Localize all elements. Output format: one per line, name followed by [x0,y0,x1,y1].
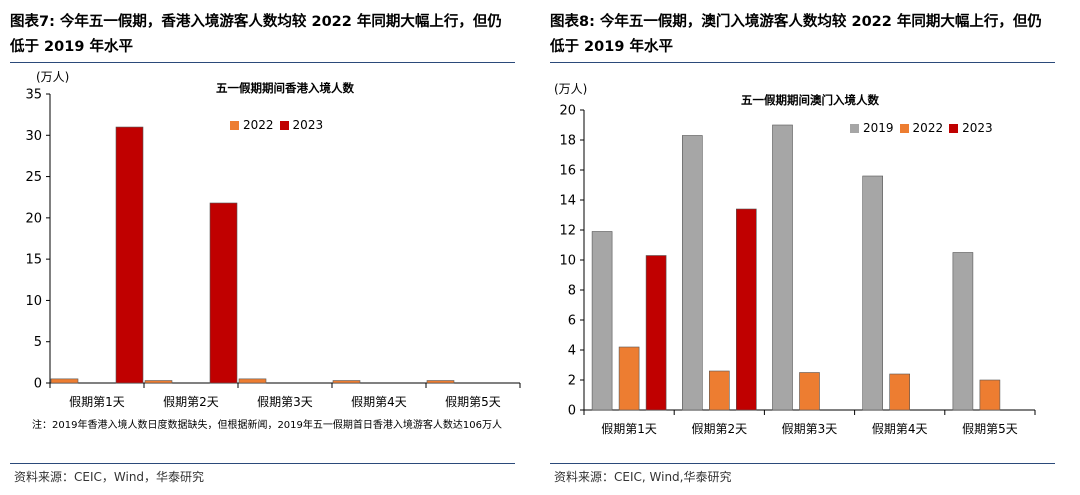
bar-2022-2 [144,380,173,384]
legend-label-2023: 2023 [292,118,324,132]
bar-2022-4 [332,380,361,384]
x-tick-label: 假期第5天 [445,395,501,409]
bar-2022-2 [709,370,730,411]
y-tick-label: 12 [559,224,576,239]
y-tick-label: 5 [34,335,42,350]
mo-legend-2019: 2019 [850,121,894,135]
y-tick-label: 14 [559,194,576,209]
legend-label-2022: 2022 [912,121,944,135]
y-tick-label: 8 [568,284,576,299]
y-tick-label: 15 [25,253,42,268]
bar-2022-1 [50,378,79,384]
x-tick-label: 假期第2天 [163,395,219,409]
y-tick-label: 6 [568,314,576,329]
y-tick-label: 4 [568,344,576,359]
y-tick-label: 20 [25,211,42,226]
hk-legend-2022: 2022 [230,118,274,132]
hk-unit-label: (万人) [36,70,70,84]
mo-title-rule [550,62,1055,63]
y-tick-label: 0 [568,404,576,419]
x-tick-label: 假期第3天 [782,422,838,436]
swatch-2019-icon [850,123,859,133]
hk-legend: 2022 2023 [230,118,323,132]
bar-2019-5 [952,252,974,411]
swatch-2023-icon [279,120,289,130]
mo-legend-2022: 2022 [899,121,944,135]
bar-2022-3 [799,372,820,411]
legend-label-2022: 2022 [243,118,274,132]
bar-2022-1 [618,346,640,411]
bar-2019-3 [772,124,793,411]
bar-2023-1 [645,255,667,411]
y-tick-label: 25 [25,170,42,185]
y-tick-label: 16 [559,164,576,179]
hk-figure-title: 图表7: 今年五一假期，香港入境游客人数均较 2022 年同期大幅上行，但仍低于… [10,14,502,55]
legend-label-2023: 2023 [962,121,993,135]
hk-figure-panel: 图表7: 今年五一假期，香港入境游客人数均较 2022 年同期大幅上行，但仍低于… [0,0,530,495]
legend-label-2019: 2019 [863,121,894,135]
swatch-2022-icon [899,123,909,133]
x-tick-label: 假期第3天 [257,395,313,409]
swatch-2022-icon [230,120,239,130]
mo-legend: 2019 2022 2023 [850,121,993,135]
y-tick-label: 18 [559,134,576,149]
bar-2022-3 [238,378,267,384]
bar-2022-5 [426,380,455,384]
y-tick-label: 30 [25,129,42,144]
x-tick-label: 假期第2天 [691,422,747,436]
x-tick-label: 假期第1天 [69,395,125,409]
bar-2023-1 [115,126,144,384]
hk-title-rule [10,62,515,63]
bar-2023-2 [736,208,757,411]
x-tick-label: 假期第4天 [351,395,407,409]
y-tick-label: 2 [568,374,576,389]
y-tick-label: 20 [559,104,576,119]
hk-source: 资料来源：CEIC，Wind，华泰研究 [14,470,205,484]
y-tick-label: 10 [25,294,42,309]
swatch-2023-icon [949,123,959,133]
y-tick-label: 35 [25,88,42,103]
hk-note: 注：2019年香港入境人数日度数据缺失，但根据新闻，2019年五一假期首日香港入… [32,420,502,431]
hk-chart-title: 五一假期期间香港入境人数 [216,81,354,95]
bar-2019-4 [862,175,884,411]
mo-legend-2023: 2023 [949,121,993,135]
hk-bar-chart: 0 5 10 15 20 25 30 35 假期第1天 假期第2天 假期第3天 假期第4天 假期第5天 [25,88,521,409]
mo-figure-title: 图表8: 今年五一假期，澳门入境游客人数均较 2022 年同期大幅上行，但仍低于… [550,14,1042,55]
x-tick-label: 假期第1天 [601,422,657,436]
bar-2019-2 [682,135,703,411]
mo-unit-label: (万人) [554,82,588,96]
mo-figure-panel: 图表8: 今年五一假期，澳门入境游客人数均较 2022 年同期大幅上行，但仍低于… [540,0,1080,495]
hk-legend-2023: 2023 [279,118,324,132]
x-tick-label: 假期第4天 [872,422,928,436]
bar-2019-1 [591,231,613,411]
y-tick-label: 0 [34,377,42,392]
y-tick-label: 10 [559,254,576,269]
hk-bottom-rule [10,463,515,464]
bar-2023-2 [209,202,238,384]
mo-bottom-rule [550,463,1055,464]
x-tick-label: 假期第5天 [962,422,1018,436]
mo-chart-title: 五一假期期间澳门入境人数 [741,93,879,107]
mo-bar-chart: 0 2 4 6 8 10 12 14 16 18 20 假期第1天 假期第2天 假期第3天 假期第4天 假期第… [559,104,1036,436]
bar-2022-4 [889,373,911,411]
bar-2022-5 [979,379,1001,411]
mo-source: 资料来源：CEIC, Wind,华泰研究 [554,470,732,484]
